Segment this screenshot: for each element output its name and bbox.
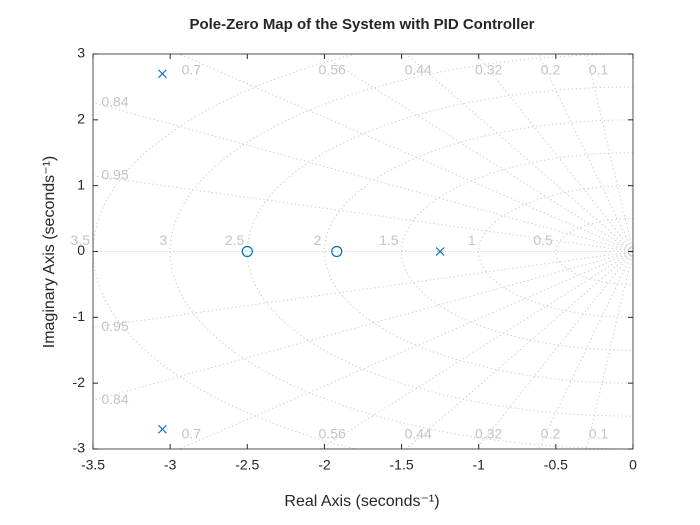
y-tick-label: 3 xyxy=(77,45,85,61)
pole-marker xyxy=(158,424,167,434)
frequency-arc xyxy=(246,86,633,417)
damping-label: 0.44 xyxy=(405,62,432,78)
damping-label: 0.56 xyxy=(319,426,346,442)
y-tick-label: -1 xyxy=(73,308,86,324)
frequency-arc xyxy=(401,152,633,351)
x-tick-label: -1 xyxy=(472,457,485,473)
zero-marker xyxy=(331,245,343,258)
damping-line xyxy=(179,251,633,449)
frequency-label: 1.5 xyxy=(379,232,399,248)
damping-label: 0.7 xyxy=(182,62,202,78)
y-axis-label: Imaginary Axis (seconds⁻¹) xyxy=(41,156,58,349)
damping-line xyxy=(585,54,633,252)
damping-label: 0.84 xyxy=(101,391,128,407)
frequency-label: 0.5 xyxy=(533,232,553,248)
damping-label: 0.1 xyxy=(589,62,609,78)
frequency-arc xyxy=(478,185,633,318)
damping-line xyxy=(538,54,633,252)
x-tick-label: -2.5 xyxy=(235,457,259,473)
x-tick-label: -3 xyxy=(164,457,177,473)
y-tick-label: 2 xyxy=(77,111,85,127)
chart-title: Pole-Zero Map of the System with PID Con… xyxy=(189,16,534,33)
x-tick-label: -2 xyxy=(318,457,331,473)
damping-label: 0.95 xyxy=(101,166,128,182)
damping-line xyxy=(585,251,633,449)
frequency-label: 3.5 xyxy=(71,232,91,248)
damping-label: 0.95 xyxy=(101,318,128,334)
damping-label: 0.32 xyxy=(475,426,502,442)
grid-labels: 0.5 1 1.5 2 2.5 3 3.5 0.1 0.1 0.2 0.2 0.32 0.32 0.44 0… xyxy=(71,62,609,442)
damping-label: 0.1 xyxy=(589,426,609,442)
damping-label: 0.84 xyxy=(101,93,128,109)
marks xyxy=(158,69,445,434)
y-tick-label: 1 xyxy=(77,176,85,192)
x-axis-label: Real Axis (seconds⁻¹) xyxy=(284,493,439,510)
frequency-arc xyxy=(324,119,633,384)
frequency-arc xyxy=(169,54,633,449)
y-tick-label: -3 xyxy=(73,440,86,456)
damping-line xyxy=(93,175,633,252)
y-tick-label: 0 xyxy=(77,242,85,258)
pole-marker xyxy=(158,69,167,79)
x-tick-label: -0.5 xyxy=(544,457,568,473)
frequency-label: 2.5 xyxy=(225,232,245,248)
damping-line xyxy=(538,251,633,449)
damping-line xyxy=(93,251,633,401)
plot-area xyxy=(93,54,633,449)
damping-label: 0.56 xyxy=(319,62,346,78)
x-tick-label: 0 xyxy=(629,457,637,473)
damping-line xyxy=(93,102,633,252)
frequency-label: 3 xyxy=(159,232,167,248)
damping-line xyxy=(319,251,633,449)
damping-line xyxy=(93,251,633,328)
x-tick-label: -3.5 xyxy=(81,457,105,473)
damping-line xyxy=(179,54,633,252)
damping-line xyxy=(319,54,633,252)
y-tick-label: -2 xyxy=(73,374,86,390)
x-tick-label: -1.5 xyxy=(390,457,414,473)
damping-label: 0.7 xyxy=(182,426,202,442)
damping-label: 0.2 xyxy=(541,426,561,442)
damping-label: 0.44 xyxy=(405,426,432,442)
damping-label: 0.32 xyxy=(475,62,502,78)
zero-marker xyxy=(241,245,253,258)
frequency-label: 1 xyxy=(468,232,476,248)
frequency-label: 2 xyxy=(314,232,322,248)
damping-label: 0.2 xyxy=(541,62,561,78)
pole-marker xyxy=(435,247,445,256)
